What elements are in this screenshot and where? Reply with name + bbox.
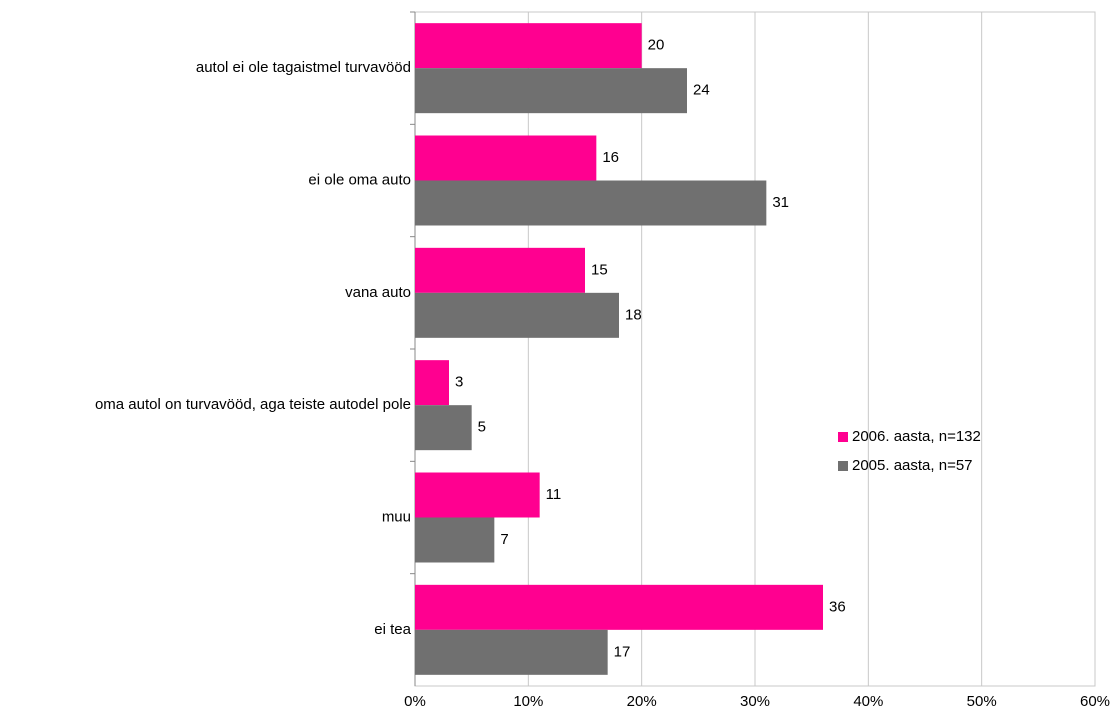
data-label: 15 bbox=[591, 261, 608, 278]
data-label: 24 bbox=[693, 82, 710, 99]
y-tick-label: autol ei ole tagaistmel turvavööd bbox=[196, 59, 411, 76]
bar bbox=[415, 135, 597, 181]
bar bbox=[415, 472, 540, 518]
data-label: 17 bbox=[614, 643, 631, 660]
legend-label: 2006. aasta, n=132 bbox=[852, 428, 981, 445]
data-label: 5 bbox=[478, 419, 486, 436]
bar bbox=[415, 584, 823, 630]
y-tick-label: ei tea bbox=[374, 621, 411, 638]
x-tick-label: 40% bbox=[853, 693, 883, 710]
bar bbox=[415, 23, 642, 69]
data-label: 36 bbox=[829, 598, 846, 615]
x-tick-label: 50% bbox=[967, 693, 997, 710]
data-label: 18 bbox=[625, 306, 642, 323]
data-label: 7 bbox=[500, 531, 508, 548]
bar bbox=[415, 292, 619, 338]
bar bbox=[415, 180, 767, 226]
x-tick-label: 30% bbox=[740, 693, 770, 710]
legend-swatch bbox=[838, 432, 848, 442]
bar bbox=[415, 517, 495, 563]
legend-label: 2005. aasta, n=57 bbox=[852, 457, 973, 474]
x-tick-label: 10% bbox=[513, 693, 543, 710]
legend-swatch bbox=[838, 461, 848, 471]
bar bbox=[415, 247, 585, 293]
x-tick-label: 60% bbox=[1080, 693, 1110, 710]
y-tick-label: vana auto bbox=[345, 284, 411, 301]
bar bbox=[415, 629, 608, 675]
x-tick-label: 20% bbox=[627, 693, 657, 710]
x-tick-label: 0% bbox=[404, 693, 426, 710]
bar bbox=[415, 360, 449, 406]
bar bbox=[415, 405, 472, 451]
data-label: 16 bbox=[602, 149, 619, 166]
data-label: 31 bbox=[772, 194, 789, 211]
y-tick-label: oma autol on turvavööd, aga teiste autod… bbox=[95, 396, 411, 413]
y-tick-label: muu bbox=[382, 508, 411, 525]
y-tick-label: ei ole oma auto bbox=[308, 171, 411, 188]
data-label: 20 bbox=[648, 37, 665, 54]
data-label: 3 bbox=[455, 374, 463, 391]
data-label: 11 bbox=[546, 486, 562, 503]
bar bbox=[415, 68, 687, 114]
